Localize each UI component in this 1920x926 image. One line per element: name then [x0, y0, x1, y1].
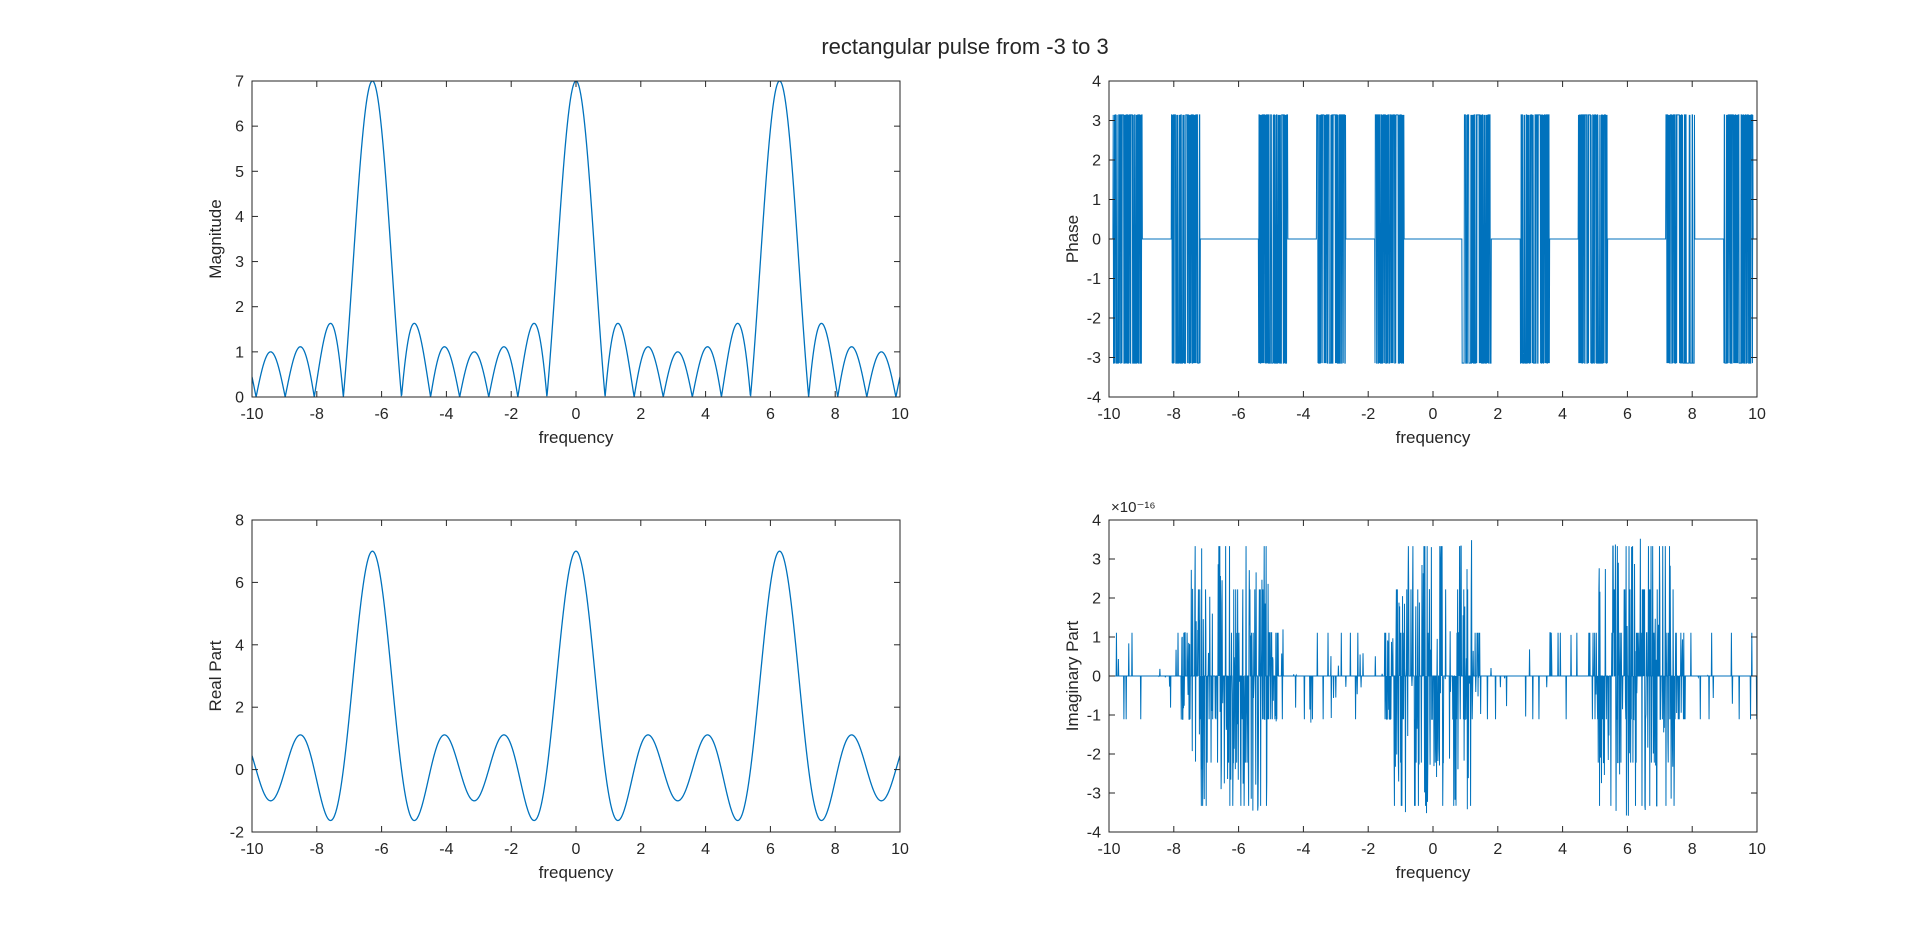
y-tick-label: -4	[1087, 825, 1101, 842]
x-tick-label: -6	[374, 841, 388, 858]
y-tick-label: 5	[235, 164, 244, 181]
y-tick-label: -2	[1087, 747, 1101, 764]
y-tick-label: -1	[1087, 271, 1101, 288]
x-tick-label: -8	[1167, 406, 1181, 423]
subplot-phase: -10 -8 -6 -4 -2 0 2 4 6 8 10-4-3-2-101234frequency…	[1063, 74, 1766, 448]
y-axis-label: Phase	[1063, 215, 1082, 263]
x-tick-label: -10	[240, 406, 263, 423]
x-tick-label: -4	[439, 406, 453, 423]
x-tick-label: -10	[240, 841, 263, 858]
x-tick-label: -6	[1231, 406, 1245, 423]
y-tick-label: 4	[235, 209, 244, 226]
y-tick-label: 1	[1092, 192, 1101, 209]
x-tick-label: 4	[701, 841, 710, 858]
x-tick-label: 0	[572, 406, 581, 423]
x-tick-label: 10	[1748, 841, 1766, 858]
subplot-imaginary-part: -10 -8 -6 -4 -2 0 2 4 6 8 10-4-3-2-101234frequency…	[1063, 499, 1766, 882]
x-tick-label: -8	[310, 406, 324, 423]
y-tick-label: 2	[235, 700, 244, 717]
x-tick-label: 6	[1623, 406, 1632, 423]
y-axis-label: Imaginary Part	[1063, 620, 1082, 731]
y-tick-label: 1	[235, 344, 244, 361]
subplot-real-part: -10 -8 -6 -4 -2 0 2 4 6 8 10 -2 0 2 4 6 8 frequency Real P…	[206, 513, 909, 883]
x-tick-label: -2	[504, 406, 518, 423]
x-tick-label: -4	[1296, 406, 1310, 423]
x-tick-label: -8	[310, 841, 324, 858]
x-tick-label: -2	[504, 841, 518, 858]
x-tick-label: 0	[1429, 406, 1438, 423]
x-axis-label: frequency	[1396, 428, 1471, 447]
series-line-real-part	[252, 550, 900, 822]
x-tick-label: 8	[831, 841, 840, 858]
figure-title: rectangular pulse from -3 to 3	[821, 34, 1108, 59]
x-tick-label: 4	[1558, 841, 1567, 858]
y-tick-label: 3	[1092, 113, 1101, 130]
x-axis-label: frequency	[539, 863, 614, 882]
y-tick-label: -3	[1087, 350, 1101, 367]
subplot-magnitude: -10 -8 -6 -4 -2 0 2 4 6 8 10 0 1 2 3 4 5 6 7 frequency Magni…	[206, 74, 909, 448]
x-tick-label: 2	[1493, 406, 1502, 423]
x-tick-label: -2	[1361, 406, 1375, 423]
y-exponent-label: ×10⁻¹⁶	[1111, 499, 1156, 516]
y-tick-label: 2	[1092, 153, 1101, 170]
y-axis-label: Magnitude	[206, 199, 225, 278]
x-tick-label: -10	[1097, 406, 1120, 423]
x-tick-label: 2	[636, 841, 645, 858]
x-tick-label: 0	[572, 841, 581, 858]
y-tick-label: -2	[230, 825, 244, 842]
x-tick-label: -8	[1167, 841, 1181, 858]
y-tick-label: 8	[235, 513, 244, 530]
y-tick-label: -2	[1087, 311, 1101, 328]
subplot-grid: -10 -8 -6 -4 -2 0 2 4 6 8 1001234567frequencyMagni…	[206, 74, 1766, 883]
x-tick-label: 10	[1748, 406, 1766, 423]
x-axis-label: frequency	[539, 428, 614, 447]
y-tick-label: 0	[1092, 669, 1101, 686]
x-tick-label: 8	[1688, 841, 1697, 858]
x-tick-label: -6	[374, 406, 388, 423]
x-tick-label: 0	[1429, 841, 1438, 858]
x-tick-label: 6	[1623, 841, 1632, 858]
series-line-phase	[1109, 114, 1757, 364]
y-axis-label: Real Part	[206, 640, 225, 711]
y-tick-label: 3	[1092, 552, 1101, 569]
y-tick-label: -3	[1087, 786, 1101, 803]
x-tick-label: 2	[1493, 841, 1502, 858]
x-tick-label: 6	[766, 841, 775, 858]
series-line-magnitude	[252, 81, 900, 397]
y-tick-label: -4	[1087, 390, 1101, 407]
y-tick-label: 0	[235, 762, 244, 779]
y-tick-label: 0	[1092, 232, 1101, 249]
y-tick-label: 4	[1092, 74, 1101, 91]
y-tick-label: 6	[235, 575, 244, 592]
y-tick-label: 4	[235, 637, 244, 654]
y-tick-label: 7	[235, 74, 244, 91]
y-tick-label: 2	[235, 299, 244, 316]
x-tick-label: 4	[1558, 406, 1567, 423]
x-tick-label: 10	[891, 841, 909, 858]
y-tick-label: 2	[1092, 591, 1101, 608]
x-tick-label: 6	[766, 406, 775, 423]
y-tick-label: 3	[235, 254, 244, 271]
y-tick-label: 0	[235, 390, 244, 407]
y-tick-label: 4	[1092, 513, 1101, 530]
x-tick-label: 2	[636, 406, 645, 423]
x-tick-label: 8	[1688, 406, 1697, 423]
x-axis-label: frequency	[1396, 863, 1471, 882]
x-tick-label: -4	[1296, 841, 1310, 858]
y-tick-label: 6	[235, 119, 244, 136]
x-tick-label: 8	[831, 406, 840, 423]
x-tick-label: 10	[891, 406, 909, 423]
x-tick-label: -2	[1361, 841, 1375, 858]
x-tick-label: -6	[1231, 841, 1245, 858]
y-tick-label: -1	[1087, 708, 1101, 725]
x-tick-label: -10	[1097, 841, 1120, 858]
y-tick-label: 1	[1092, 630, 1101, 647]
x-tick-label: 4	[701, 406, 710, 423]
x-tick-label: -4	[439, 841, 453, 858]
series-line-imaginary-part	[1109, 538, 1757, 816]
